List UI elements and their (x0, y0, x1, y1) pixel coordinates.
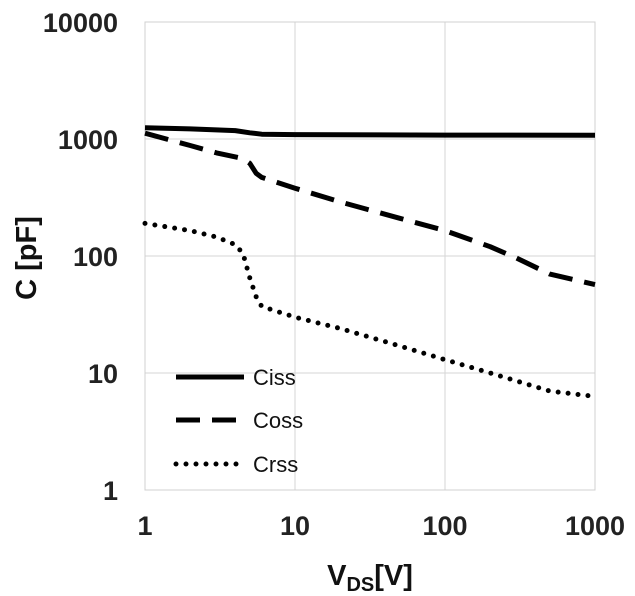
y-tick-label: 10 (88, 359, 118, 389)
y-tick-label: 1000 (58, 125, 118, 155)
x-tick-label: 1 (137, 511, 152, 541)
y-axis-title: C [pF] (11, 216, 43, 300)
series-line-ciss (144, 125, 596, 138)
y-tick-label: 1 (103, 476, 118, 506)
y-tick-label: 10000 (43, 8, 118, 38)
x-axis-title-subscript: DS (346, 574, 374, 596)
x-tick-label: 10 (280, 511, 310, 541)
x-axis-title-main: V (327, 560, 347, 592)
x-tick-label: 100 (422, 511, 467, 541)
series-layer (142, 125, 598, 399)
legend-label-ciss: Ciss (253, 365, 296, 390)
plot-area-border (144, 21, 596, 491)
legend-label-crss: Crss (253, 452, 298, 477)
x-axis-title-suffix: [V] (374, 560, 413, 592)
series-line-coss (144, 130, 596, 288)
x-tick-label: 1000 (565, 511, 625, 541)
x-axis-title: VDS[V] (327, 560, 413, 596)
series-line-crss (142, 220, 598, 399)
legend-label-coss: Coss (253, 408, 303, 433)
tick-labels: 1 10 100 1000 1 10 100 1000 10000 (43, 8, 625, 541)
y-tick-label: 100 (73, 242, 118, 272)
legend: Ciss Coss Crss (173, 365, 303, 477)
